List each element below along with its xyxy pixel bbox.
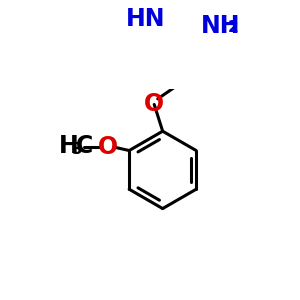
Text: 2: 2 — [228, 20, 238, 35]
Text: H: H — [59, 134, 79, 158]
Text: HN: HN — [126, 7, 166, 31]
Text: 3: 3 — [72, 142, 83, 157]
Text: C: C — [76, 134, 93, 158]
Text: NH: NH — [201, 14, 240, 38]
Text: O: O — [144, 92, 164, 116]
Text: O: O — [98, 135, 118, 159]
